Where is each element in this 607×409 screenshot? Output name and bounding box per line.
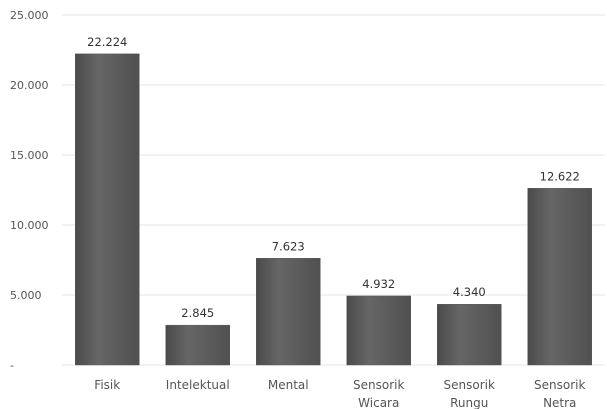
bar [437, 303, 502, 366]
y-tick-label: 10.000 [10, 219, 49, 232]
y-tick-label: 5.000 [10, 289, 42, 302]
y-tick-label: 20.000 [10, 79, 49, 92]
x-tick-label: Sensorik [353, 378, 404, 392]
bar [346, 295, 411, 366]
bars [75, 53, 592, 366]
x-tick-label: Sensorik [444, 378, 495, 392]
data-label: 4.932 [362, 277, 395, 291]
y-axis-ticks: - 5.000 10.000 15.000 20.000 25.000 [10, 9, 49, 372]
gridlines [62, 14, 605, 366]
x-tick-label: Wicara [358, 396, 399, 409]
bar [165, 324, 230, 366]
bar [256, 258, 321, 366]
data-label: 22.224 [87, 35, 127, 49]
x-tick-label: Netra [543, 396, 576, 409]
y-tick-label: 25.000 [10, 9, 49, 22]
x-tick-label: Sensorik [534, 378, 585, 392]
x-tick-label: Mental [268, 378, 309, 392]
data-label: 2.845 [181, 306, 214, 320]
x-axis-ticks: Fisik Intelektual Mental Sensorik Wicara Sens… [94, 378, 585, 409]
data-label: 12.622 [540, 169, 580, 183]
y-tick-label: - [10, 359, 14, 372]
bar [527, 188, 592, 366]
data-labels: 22.224 2.845 7.623 4.932 4.340 12.622 [87, 35, 580, 320]
y-tick-label: 15.000 [10, 149, 49, 162]
data-label: 7.623 [272, 239, 305, 253]
x-tick-label: Rungu [450, 396, 488, 409]
data-label: 4.340 [453, 285, 486, 299]
x-tick-label: Intelektual [166, 378, 230, 392]
bar [75, 53, 140, 366]
x-tick-label: Fisik [94, 378, 120, 392]
